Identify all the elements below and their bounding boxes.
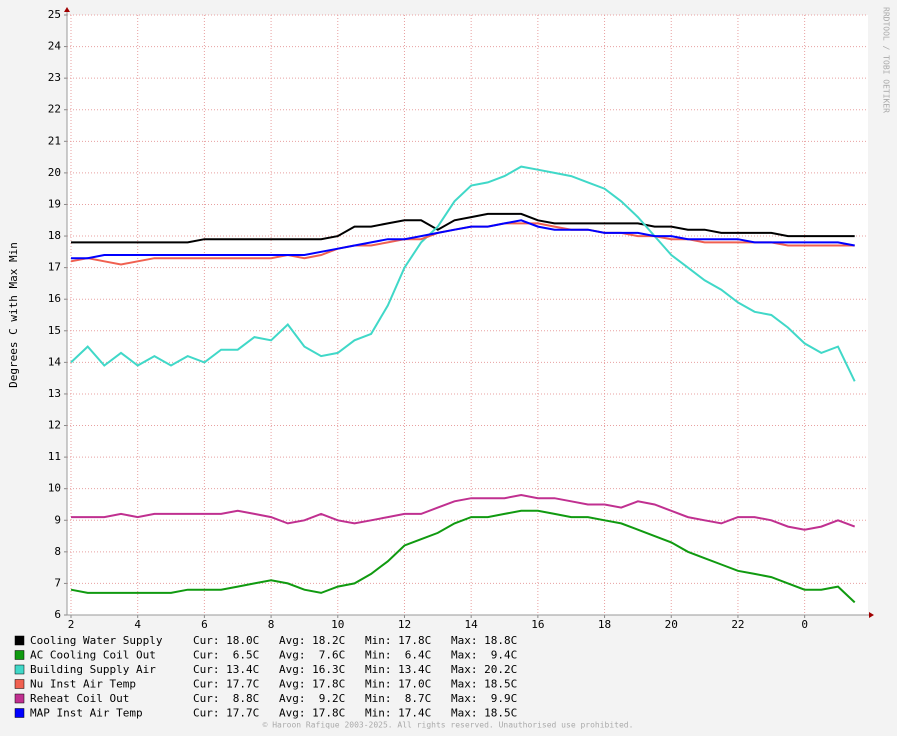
side-text: RRDTOOL / TOBI OETIKER (882, 7, 891, 113)
legend-stat: Max: 18.5C (451, 678, 517, 691)
x-arrow (869, 612, 874, 618)
legend-swatch (14, 679, 25, 689)
legend-stat: Avg: 17.8C (279, 707, 345, 720)
legend-label: MAP Inst Air Temp (30, 707, 143, 720)
footer: © Haroon Rafique 2003-2025. All rights r… (263, 721, 634, 730)
x-tick-label: 10 (331, 618, 344, 631)
legend-stat: Max: 9.4C (451, 649, 517, 662)
x-tick-label: 12 (398, 618, 411, 631)
y-tick-label: 16 (48, 292, 61, 305)
legend-stat: Min: 6.4C (365, 649, 431, 662)
legend-stat: Avg: 18.2C (279, 634, 345, 647)
x-tick-label: 14 (465, 618, 479, 631)
y-tick-label: 9 (54, 513, 61, 526)
y-tick-label: 17 (48, 261, 61, 274)
y-tick-label: 24 (48, 40, 62, 53)
legend-stat: Cur: 8.8C (193, 692, 259, 705)
y-tick-label: 14 (48, 355, 62, 368)
legend-swatch (14, 664, 25, 675)
x-tick-label: 4 (134, 618, 141, 631)
series-line (71, 493, 856, 531)
y-tick-label: 21 (48, 134, 61, 147)
x-tick-label: 16 (531, 618, 544, 631)
legend-stat: Cur: 17.7C (193, 678, 259, 691)
plot-area (67, 15, 868, 615)
y-tick-label: 23 (48, 71, 61, 84)
legend-swatch (14, 650, 25, 660)
y-tick-label: 25 (48, 8, 61, 21)
y-tick-label: 11 (48, 450, 61, 463)
y-tick-label: 19 (48, 197, 61, 210)
legend-stat: Cur: 18.0C (193, 634, 259, 647)
legend-stat: Cur: 6.5C (193, 649, 259, 662)
legend-stat: Min: 8.7C (365, 692, 431, 705)
legend-label: AC Cooling Coil Out (30, 649, 156, 662)
legend-stat: Max: 18.5C (451, 707, 517, 720)
x-tick-label: 6 (201, 618, 208, 631)
x-tick-label: 18 (598, 618, 611, 631)
series-line (70, 165, 856, 382)
x-tick-label: 8 (268, 618, 275, 631)
series-line (70, 509, 856, 604)
y-axis-label: Degrees C with Max Min (7, 242, 20, 388)
legend-stat: Min: 13.4C (365, 663, 431, 676)
legend-stat: Avg: 17.8C (279, 678, 345, 691)
legend-stat: Max: 9.9C (451, 692, 517, 705)
y-tick-label: 20 (48, 166, 61, 179)
x-tick-label: 20 (665, 618, 678, 631)
series-line (71, 219, 855, 260)
legend-swatch (14, 708, 25, 718)
legend-stat: Cur: 13.4C (193, 663, 259, 676)
y-tick-label: 12 (48, 419, 61, 432)
y-arrow (64, 7, 70, 12)
y-tick-label: 10 (48, 482, 61, 495)
legend-stat: Max: 18.8C (451, 634, 517, 647)
x-tick-label: 22 (731, 618, 744, 631)
x-tick-label: 0 (801, 618, 808, 631)
legend-stat: Avg: 16.3C (279, 663, 345, 676)
legend-stat: Max: 20.2C (451, 663, 517, 676)
y-tick-label: 8 (54, 545, 61, 558)
legend-stat: Min: 17.4C (365, 707, 431, 720)
legend-stat: Avg: 7.6C (279, 649, 345, 662)
legend-stat: Avg: 9.2C (279, 692, 345, 705)
y-tick-label: 15 (48, 324, 61, 337)
y-tick-label: 7 (54, 576, 61, 589)
legend-stat: Min: 17.8C (365, 634, 431, 647)
legend-stat: Cur: 17.7C (193, 707, 259, 720)
y-tick-label: 18 (48, 229, 61, 242)
legend-swatch (14, 635, 25, 646)
legend-label: Cooling Water Supply (30, 634, 163, 647)
legend-swatch (14, 693, 25, 704)
y-tick-label: 6 (54, 608, 61, 621)
legend-label: Reheat Coil Out (30, 692, 129, 705)
x-tick-label: 2 (68, 618, 75, 631)
y-tick-label: 22 (48, 103, 61, 116)
series-line (71, 212, 855, 244)
legend-label: Building Supply Air (30, 663, 156, 676)
legend-stat: Min: 17.0C (365, 678, 431, 691)
y-tick-label: 13 (48, 387, 61, 400)
legend-label: Nu Inst Air Temp (30, 678, 136, 691)
